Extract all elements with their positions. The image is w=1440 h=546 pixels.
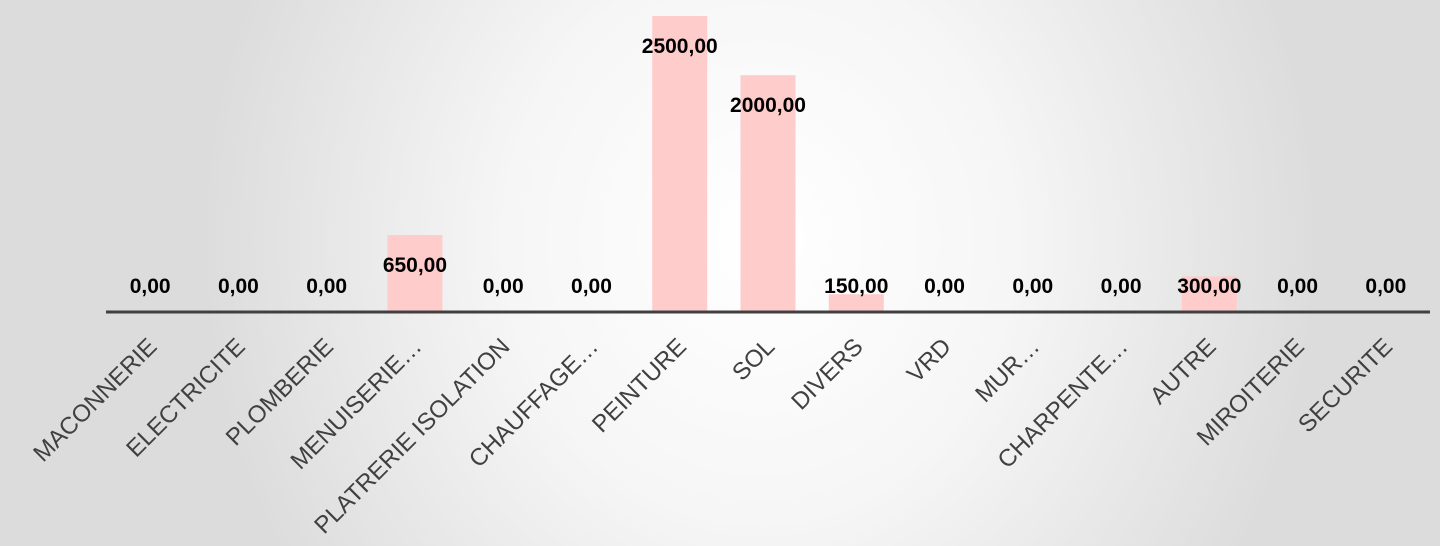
bar-3	[387, 235, 443, 312]
category-label-8: DIVERS	[786, 333, 868, 415]
category-label-10: MUR…	[970, 333, 1045, 408]
value-label-2: 0,00	[306, 275, 347, 298]
value-label-12: 300,00	[1177, 275, 1241, 298]
category-labels-group: MACONNERIEELECTRICITEPLOMBERIEMENUISERIE…	[28, 333, 1398, 539]
value-label-6: 2500,00	[642, 35, 718, 58]
category-label-9: VRD	[902, 333, 957, 388]
value-label-9: 0,00	[924, 275, 965, 298]
value-labels-group: 0,00 0,00 0,00 650,00 0,00 0,00 2500,00 2000,00…	[130, 35, 1407, 298]
value-label-3: 650,00	[383, 254, 447, 277]
value-label-11: 0,00	[1101, 275, 1142, 298]
value-label-0: 0,00	[130, 275, 171, 298]
value-label-7: 2000,00	[730, 94, 806, 117]
bar-12	[1181, 276, 1237, 312]
value-label-4: 0,00	[483, 275, 524, 298]
category-label-6: PEINTURE	[587, 333, 692, 438]
category-label-7: SOL	[727, 333, 780, 386]
value-label-8: 150,00	[824, 275, 888, 298]
value-label-13: 0,00	[1277, 275, 1318, 298]
bar-8	[828, 294, 884, 312]
value-label-1: 0,00	[218, 275, 259, 298]
bar-7	[740, 75, 796, 312]
bars-group	[387, 16, 1237, 312]
value-label-14: 0,00	[1365, 275, 1406, 298]
category-label-14: SECURITE	[1293, 333, 1398, 438]
value-label-5: 0,00	[571, 275, 612, 298]
value-label-10: 0,00	[1012, 275, 1053, 298]
category-label-12: AUTRE	[1145, 333, 1222, 410]
bar-6	[652, 16, 708, 312]
